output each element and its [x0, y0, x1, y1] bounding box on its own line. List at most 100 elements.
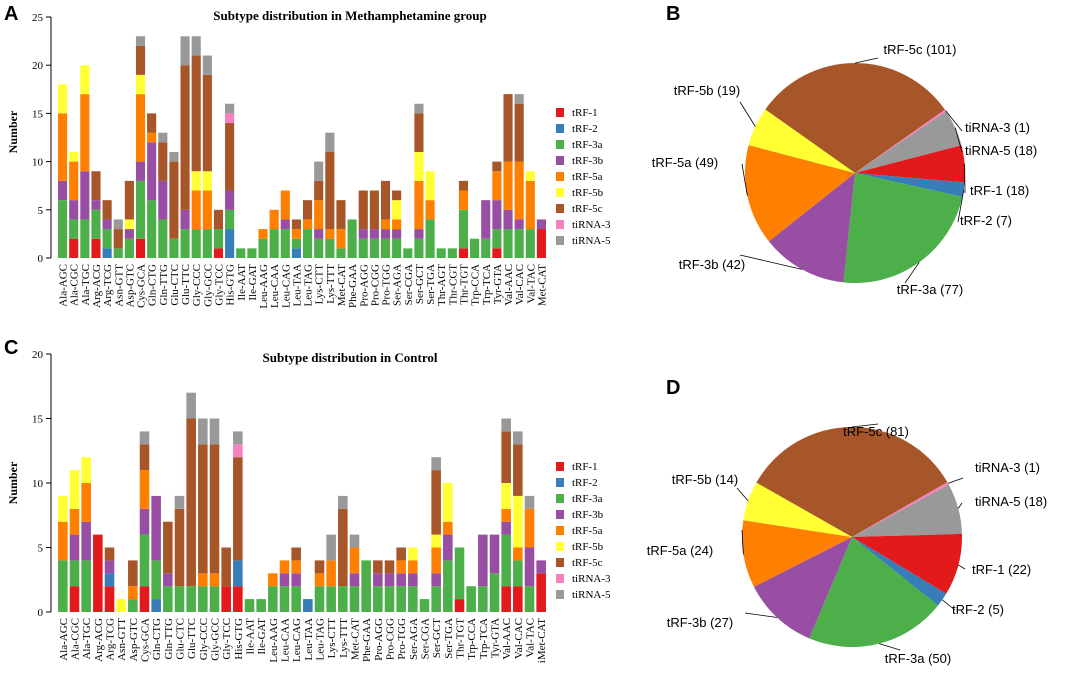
bar-segment-trf-3b: [358, 229, 368, 239]
bar-segment-trf-2: [225, 229, 235, 258]
x-tick-label: Ser-AGA: [408, 618, 420, 660]
bar-segment-trf-5c: [291, 219, 301, 230]
leader-line: [879, 643, 901, 651]
pie-label: tRF-2 (5): [952, 602, 1004, 617]
bar-segment-trf-3b: [384, 573, 395, 587]
pie-slice-trf-5c: [765, 62, 945, 173]
bar-segment-trf-3a: [501, 534, 511, 587]
bar-segment-trf-5c: [135, 45, 146, 75]
bar-segment-tirna-3: [233, 444, 243, 458]
bar-segment-trf-2: [291, 248, 301, 258]
legend-label: tRF-2: [572, 477, 598, 489]
x-tick-label: Cys-GCA: [136, 264, 148, 308]
x-tick-label: Ala-TGC: [80, 264, 92, 306]
x-tick-label: Ser-CGA: [403, 264, 415, 305]
bar-segment-trf-5a: [408, 560, 418, 574]
bar-segment-trf-5c: [384, 560, 395, 574]
bar-segment-trf-5c: [147, 113, 157, 133]
x-tick-label: Val-CAC: [514, 264, 526, 305]
pie-label: tRF-1 (22): [972, 562, 1031, 577]
legend-label: tRF-5c: [572, 557, 603, 569]
bar-group: [58, 392, 546, 612]
bar-segment-trf-5a: [198, 573, 208, 587]
y-tick-label: 15: [32, 414, 44, 426]
bar-segment-tirna-5: [113, 219, 123, 230]
bar-segment-tirna-5: [186, 392, 196, 419]
leader-line: [736, 487, 749, 502]
bar-segment-trf-3b: [478, 534, 488, 587]
bar-segment-trf-5c: [180, 65, 190, 210]
bar-segment-trf-3a: [91, 209, 101, 239]
bar-segment-trf-5c: [186, 418, 196, 587]
legend-label: tiRNA-3: [572, 219, 611, 231]
y-tick-label: 5: [38, 543, 44, 555]
bar-segment-trf-5a: [425, 200, 435, 220]
x-tick-label: Leu-TAA: [303, 618, 315, 661]
bar-segment-trf-3a: [280, 229, 290, 258]
legend-label: tRF-3a: [572, 493, 603, 505]
bar-segment-trf-3b: [58, 180, 68, 201]
bar-segment-trf-5a: [202, 190, 212, 230]
legend-swatch: [556, 462, 564, 471]
bar-segment-trf-3a: [291, 238, 301, 249]
bar-segment-trf-1: [458, 248, 469, 258]
bar-segment-trf-5a: [258, 229, 268, 239]
bar-segment-trf-3a: [336, 248, 346, 258]
bar-segment-tirna-5: [180, 36, 190, 66]
bar-segment-trf-5a: [280, 190, 290, 220]
bar-segment-trf-5a: [513, 547, 523, 561]
panel-letter-a: A: [4, 3, 18, 25]
x-tick-label: Gly-GCC: [202, 264, 214, 307]
bar-segment-trf-3a: [325, 238, 335, 258]
bar-segment-tirna-5: [513, 431, 523, 445]
bar-segment-trf-3a: [268, 586, 278, 612]
bar-segment-trf-3a: [80, 219, 90, 258]
bar-segment-trf-5c: [513, 444, 523, 496]
panel-letter-d: D: [666, 377, 680, 399]
pie-label: tRF-5c (81): [843, 424, 909, 439]
leader-line: [945, 110, 963, 132]
bar-segment-trf-3a: [113, 248, 123, 258]
x-tick-label: Lys-TTT: [338, 618, 350, 658]
legend-swatch: [556, 478, 564, 487]
bar-segment-trf-3a: [513, 560, 523, 587]
x-tick-label: Asn-GTT: [113, 264, 125, 307]
bar-segment-trf-3a: [244, 599, 255, 612]
x-tick-label: Ser-TGA: [425, 264, 437, 305]
x-tick-label: Tyr-GTA: [492, 264, 504, 304]
x-tick-label: Leu-CAA: [280, 618, 292, 662]
x-tick-label: Arg-ACG: [93, 618, 105, 662]
bar-segment-trf-5c: [209, 444, 220, 574]
bar-segment-tirna-5: [191, 36, 201, 56]
x-tick-label: Glu-TTC: [186, 618, 198, 659]
bar-segment-trf-5c: [174, 508, 185, 587]
bar-segment-trf-5a: [128, 586, 138, 600]
bar-segment-trf-5a: [326, 560, 336, 587]
bar-segment-trf-3a: [102, 229, 112, 249]
bar-segment-trf-3b: [443, 534, 453, 561]
x-tick-label: Val-TAC: [525, 618, 537, 657]
bar-segment-trf-5c: [414, 113, 424, 152]
bar-segment-trf-3a: [213, 229, 224, 249]
x-tick-label: Gly-TCC: [213, 264, 225, 306]
y-tick-label: 15: [32, 108, 44, 120]
bar-segment-trf-5a: [191, 190, 201, 230]
x-tick-label: Ala-AGC: [58, 618, 70, 661]
x-tick-label: Ser-GCT: [414, 264, 426, 304]
legend-label: tiRNA-3: [572, 573, 611, 585]
x-tick-label: Ser-GCT: [431, 618, 443, 658]
bar-segment-tirna-5: [349, 534, 360, 548]
x-tick-label: Gln-CTG: [147, 264, 159, 306]
legend-swatch: [556, 156, 564, 165]
x-tick-label: Pro-TGG: [381, 264, 393, 306]
bar-segment-trf-5b: [431, 534, 441, 548]
leader-line: [739, 101, 756, 127]
legend-swatch: [556, 140, 564, 149]
legend-swatch: [556, 204, 564, 213]
bar-segment-trf-5a: [135, 94, 146, 162]
bar-segment-trf-3b: [373, 573, 383, 587]
legend-label: tRF-2: [572, 123, 598, 135]
bar-segment-trf-3a: [408, 586, 418, 612]
bar-segment-trf-1: [454, 599, 465, 612]
bar-segment-trf-5a: [209, 573, 220, 587]
